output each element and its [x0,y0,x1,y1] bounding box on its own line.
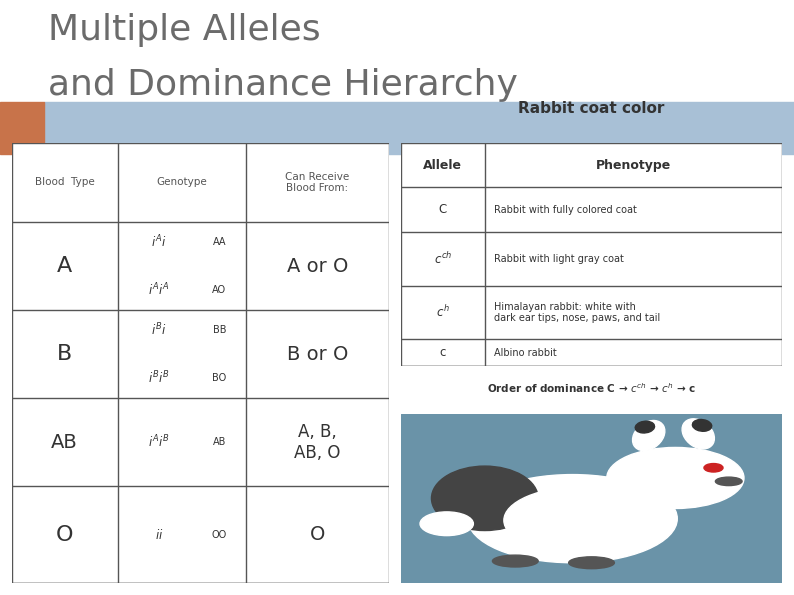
Text: $i^{A}i^{A}$: $i^{A}i^{A}$ [148,282,170,299]
Text: Rabbit with fully colored coat: Rabbit with fully colored coat [495,205,638,215]
Text: $c^{ch}$: $c^{ch}$ [434,251,452,267]
Text: Phenotype: Phenotype [596,159,671,171]
Circle shape [420,512,473,536]
Ellipse shape [715,477,742,486]
Text: $i^{A}i$: $i^{A}i$ [152,234,167,250]
Text: $c^{h}$: $c^{h}$ [436,305,449,320]
Ellipse shape [692,419,711,431]
Ellipse shape [468,475,677,563]
Text: c: c [440,346,446,359]
Text: O: O [310,525,325,544]
Ellipse shape [682,419,715,449]
Ellipse shape [635,421,654,433]
Text: AA: AA [213,237,226,247]
Text: Multiple Alleles: Multiple Alleles [48,13,320,47]
Text: Genotype: Genotype [156,177,207,187]
Text: OO: OO [212,530,227,540]
Text: $i^{A}i^{B}$: $i^{A}i^{B}$ [148,434,170,450]
Text: AO: AO [212,285,226,295]
Ellipse shape [431,466,538,531]
Text: A: A [57,256,72,276]
Text: Blood  Type: Blood Type [35,177,94,187]
Text: BB: BB [213,325,226,335]
Text: Order of dominance C → $c^{ch}$ → $c^{h}$ → c: Order of dominance C → $c^{ch}$ → $c^{h}… [487,381,696,395]
Ellipse shape [633,421,665,450]
Text: Can Receive
Blood From:: Can Receive Blood From: [285,171,349,193]
Ellipse shape [504,487,664,555]
Bar [44,102,794,155]
Text: A or O: A or O [287,256,348,275]
Text: Rabbit with light gray coat: Rabbit with light gray coat [495,254,624,264]
Text: Allele: Allele [423,159,462,171]
Text: A, B,
AB, O: A, B, AB, O [295,423,341,462]
Ellipse shape [492,555,538,567]
Text: and Dominance Hierarchy: and Dominance Hierarchy [48,68,518,102]
Text: $i^{B}i$: $i^{B}i$ [152,322,167,338]
Text: $i^{B}i^{B}$: $i^{B}i^{B}$ [148,370,170,387]
Text: O: O [56,525,74,544]
Circle shape [607,447,744,509]
Text: B or O: B or O [287,345,348,364]
Text: Albino rabbit: Albino rabbit [495,347,557,358]
Ellipse shape [569,557,615,569]
Text: $ii$: $ii$ [155,528,164,541]
Text: Himalayan rabbit: white with
dark ear tips, nose, paws, and tail: Himalayan rabbit: white with dark ear ti… [495,302,661,323]
Text: AB: AB [52,433,78,452]
Circle shape [704,464,723,472]
Text: Rabbit coat color: Rabbit coat color [518,101,665,116]
Bar [0,102,44,155]
Text: AB: AB [213,437,226,447]
Text: BO: BO [212,373,226,383]
Text: C: C [439,203,447,216]
Text: B: B [57,344,72,364]
